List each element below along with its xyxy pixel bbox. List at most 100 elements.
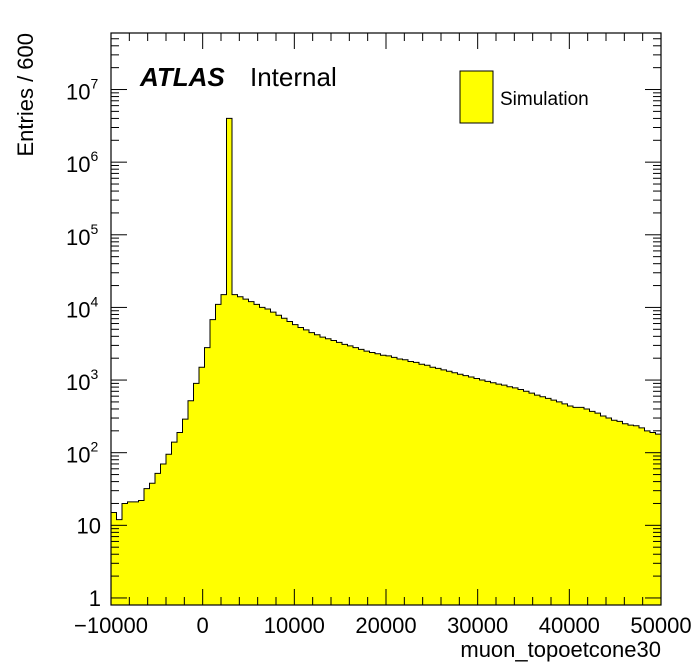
histogram-bin — [298, 327, 304, 605]
histogram-bin — [507, 386, 513, 605]
histogram-bin — [584, 408, 590, 605]
legend-label: Simulation — [500, 89, 589, 110]
histogram-bin — [644, 430, 651, 605]
histogram-bin — [309, 332, 315, 605]
histogram-bin — [485, 381, 491, 605]
histogram-bin — [254, 304, 260, 605]
x-tick-label: 30000 — [447, 613, 508, 638]
histogram-bin — [325, 338, 332, 605]
histogram-bin — [529, 393, 535, 605]
histogram-bars — [111, 118, 662, 606]
histogram-bin — [650, 432, 656, 605]
y-tick-label: 10 — [77, 513, 101, 538]
histogram-bin — [386, 355, 392, 605]
histogram-bin — [556, 401, 563, 605]
histogram-bin — [369, 352, 376, 605]
histogram-bin — [419, 364, 425, 605]
x-tick-label: 40000 — [539, 613, 600, 638]
histogram-bin — [463, 375, 469, 605]
histogram-bin — [468, 377, 475, 605]
internal-label: Internal — [250, 62, 337, 92]
histogram-bin — [232, 294, 238, 605]
histogram-bin — [595, 413, 601, 605]
histogram-bin — [457, 374, 464, 605]
histogram-bin — [127, 501, 134, 605]
histogram-bin — [589, 411, 596, 605]
histogram-bin — [430, 367, 436, 605]
histogram-bin — [628, 425, 634, 605]
histogram-bin — [111, 512, 117, 605]
histogram-bin — [364, 351, 370, 605]
histogram-bin — [133, 501, 139, 605]
histogram-bin — [375, 353, 381, 605]
histogram-bin — [534, 395, 541, 605]
histogram-bin — [276, 315, 282, 605]
histogram-bin — [441, 369, 447, 605]
histogram-bin — [402, 359, 409, 605]
histogram-bin — [545, 398, 552, 605]
histogram-bin — [221, 294, 227, 605]
y-tick-label: 102 — [66, 439, 98, 468]
histogram-bin — [452, 372, 458, 605]
x-tick-label: 20000 — [355, 613, 416, 638]
histogram-bin — [474, 378, 480, 605]
histogram-bin — [573, 407, 579, 605]
histogram-bin — [562, 403, 568, 605]
x-tick-label: 50000 — [630, 613, 691, 638]
histogram-bin — [331, 340, 337, 605]
histogram-bin — [281, 318, 288, 605]
histogram-bin — [226, 118, 233, 606]
y-tick-label: 104 — [66, 293, 98, 322]
histogram-bin — [122, 503, 128, 605]
histogram-bin — [292, 324, 299, 605]
histogram-bin — [496, 384, 502, 605]
x-tick-label: 10000 — [264, 613, 325, 638]
x-axis-ticks — [110, 33, 662, 605]
histogram-bin — [639, 427, 645, 605]
legend-swatch — [459, 70, 494, 124]
histogram-bin — [204, 347, 211, 605]
histogram-bin — [182, 419, 189, 605]
histogram-bin — [578, 407, 585, 605]
histogram-bin — [501, 385, 508, 605]
histogram-bin — [210, 319, 216, 605]
histogram-bin — [518, 389, 524, 605]
histogram-bin — [347, 345, 354, 605]
histogram-bin — [551, 400, 557, 605]
histogram-bin — [342, 344, 348, 605]
histogram-bin — [655, 434, 662, 605]
histogram-bin — [243, 299, 249, 605]
x-axis-tick-labels: −10000 0 10000 20000 30000 40000 50000 — [74, 613, 692, 638]
histogram-bin — [155, 473, 161, 605]
y-tick-label: 105 — [66, 221, 98, 250]
histogram-bin — [166, 454, 172, 605]
histogram-bin — [215, 304, 222, 605]
histogram-bin — [490, 382, 497, 605]
histogram-bin — [177, 432, 183, 605]
histogram-bin — [336, 342, 343, 605]
y-axis-ticks — [111, 32, 661, 599]
histogram-bin — [303, 329, 310, 605]
histogram-bin — [320, 337, 326, 605]
atlas-label: ATLAS — [139, 62, 225, 92]
histogram-bin — [633, 425, 640, 605]
histogram-bin — [199, 367, 205, 605]
histogram-bin — [171, 442, 178, 605]
y-tick-label: 103 — [66, 366, 98, 395]
histogram-bin — [144, 488, 150, 605]
histogram-bin — [248, 301, 255, 605]
histogram-bin — [160, 463, 167, 605]
histogram-bin — [617, 421, 623, 605]
histogram-bin — [446, 371, 453, 605]
histogram-bin — [270, 312, 277, 605]
histogram-bin — [567, 405, 574, 605]
histogram-bin — [391, 357, 398, 605]
histogram-bin — [611, 420, 618, 605]
histogram-bin — [523, 391, 530, 605]
histogram-bin — [287, 321, 293, 605]
histogram-bin — [606, 418, 612, 605]
histogram-bin — [149, 483, 156, 605]
histogram-bin — [116, 519, 123, 605]
histogram-bin — [408, 361, 414, 605]
histogram-bin — [413, 362, 420, 605]
